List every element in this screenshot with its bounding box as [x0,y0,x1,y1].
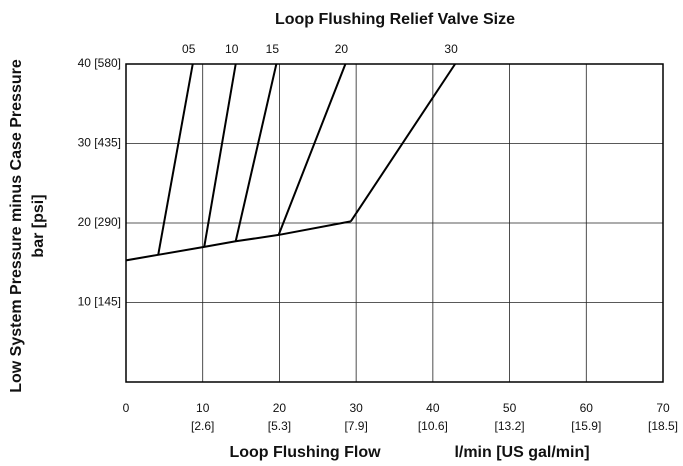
curve [125,220,351,262]
y-axis-label: bar [psi] [30,194,47,257]
x-axis-units: l/min [US gal/min] [454,444,589,461]
series-label: 05 [182,42,196,56]
x-tick-sublabel: [5.3] [268,419,291,433]
curve [203,63,237,248]
series-label: 10 [225,42,239,56]
x-tick-label: 10 [196,401,210,415]
y-tick-label: 40 [580] [78,56,121,70]
x-tick-sublabel: [2.6] [191,419,214,433]
x-tick-sublabel: [18.5] [648,419,678,433]
x-tick-label: 20 [273,401,287,415]
x-axis-label: Loop Flushing Flow [229,444,381,461]
curve [277,63,347,236]
y-tick-label: 30 [435] [78,136,121,150]
chart-title: Loop Flushing Relief Valve Size [275,11,515,28]
x-tick-sublabel: [10.6] [418,419,448,433]
series-label: 20 [335,42,349,56]
curve [234,63,278,242]
x-tick-label: 0 [123,401,130,415]
y-tick-label: 10 [145] [78,295,121,309]
x-tick-label: 50 [503,401,517,415]
curve [157,63,194,255]
x-tick-label: 40 [426,401,440,415]
x-tick-sublabel: [13.2] [495,419,525,433]
x-tick-label: 30 [349,401,363,415]
x-tick-label: 60 [580,401,594,415]
x-tick-sublabel: [15.9] [571,419,601,433]
series-label: 15 [266,42,280,56]
series-label: 30 [444,42,458,56]
plot-frame [125,63,664,383]
curve [349,63,456,222]
y-tick-label: 20 [290] [78,215,121,229]
x-tick-sublabel: [7.9] [344,419,367,433]
y-axis-label: Low System Pressure minus Case Pressure [8,59,25,393]
x-tick-label: 70 [656,401,670,415]
